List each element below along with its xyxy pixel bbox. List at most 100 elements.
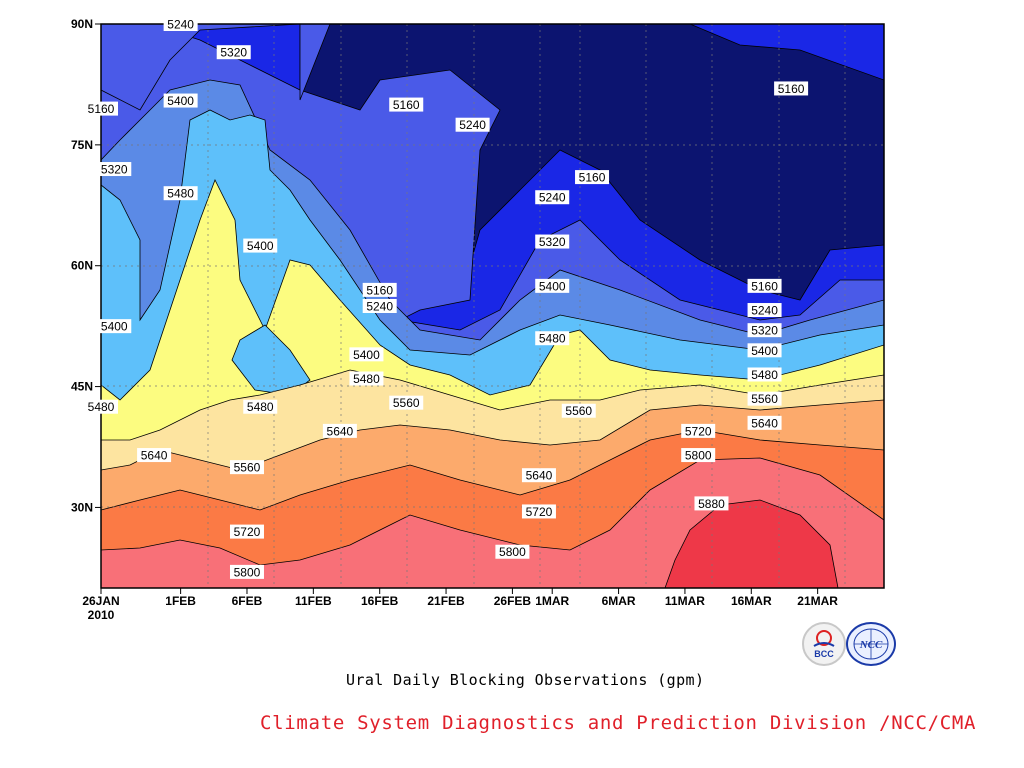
contour-label-text: 5240 [366,300,393,314]
ncc-logo: NCC [846,622,896,666]
contour-label-text: 5160 [778,82,805,96]
x-tick-label: 16FEB [361,594,399,608]
contour-label-text: 5160 [579,171,606,185]
contour-label-text: 5560 [751,392,778,406]
contour-label-5560: 5560 [229,460,264,475]
contour-label-text: 5400 [353,348,380,362]
x-tick-label: 11MAR [665,594,705,608]
contour-label-5720: 5720 [229,524,264,539]
contour-label-5480: 5480 [243,399,278,414]
contour-label-5320: 5320 [216,45,251,60]
contour-label-text: 5480 [247,400,274,414]
band-hole-5400 [231,324,311,396]
x-tick-label: 11FEB [295,594,332,608]
contour-label-5560: 5560 [747,391,782,406]
contour-label-5640: 5640 [137,448,172,463]
contour-label-text: 5240 [539,191,566,205]
x-tick-label: 21MAR [797,594,838,608]
contour-label-text: 5640 [751,416,778,430]
contour-label-text: 5320 [539,235,566,249]
contour-label-5160: 5160 [575,170,610,185]
band-upper-5160-5240 [689,24,884,81]
contour-label-text: 5320 [101,163,128,177]
y-tick-label: 45N [71,380,93,394]
contour-label-text: 5720 [234,525,261,539]
band-upper-5240 [101,24,331,111]
contour-label-text: 5560 [565,404,592,418]
x-tick-label: 1FEB [165,594,196,608]
contour-label-5160: 5160 [389,97,424,112]
contour-labels: 5240 5160 5320 5400 5160 5240 5160 5320 5480 5400… [84,17,809,579]
y-axis: 30N 45N 60N 75N 90N [71,17,101,514]
contour-label-text: 5800 [234,565,261,579]
contour-label-5240: 5240 [455,117,490,132]
contour-label-5480: 5480 [535,331,570,346]
contour-label-5160: 5160 [84,101,118,116]
contour-label-text: 5240 [459,118,486,132]
credit-line: Climate System Diagnostics and Predictio… [260,712,977,734]
x-axis: 26JAN 1FEB 6FEB 11FEB 16FEB 21FEB 26FEB 1MAR 6MA… [82,588,838,622]
contour-label-text: 5160 [393,98,420,112]
contour-label-5320: 5320 [747,323,782,338]
contour-label-5800: 5800 [495,544,530,559]
y-tick-label: 60N [71,259,93,273]
contour-label-5560: 5560 [561,403,596,418]
contour-label-text: 5480 [539,332,566,346]
contour-label-5400: 5400 [349,347,384,362]
contour-label-5240: 5240 [535,190,570,205]
contour-label-5240: 5240 [163,17,198,32]
bcc-logo: BCC [802,622,846,666]
x-tick-label: 6MAR [602,594,636,608]
contour-label-text: 5560 [234,461,261,475]
contour-label-text: 5560 [393,396,420,410]
contour-label-text: 5480 [751,368,778,382]
contour-label-5480: 5480 [84,399,118,414]
contour-label-5240: 5240 [362,299,397,314]
x-tick-label: 16MAR [731,594,772,608]
y-tick-label: 90N [71,17,93,31]
contour-label-5480: 5480 [747,367,782,382]
x-tick-label: 26FEB [494,594,532,608]
contour-label-text: 5640 [141,449,168,463]
x-tick-label: 21FEB [427,594,465,608]
plot-frame [100,23,885,589]
contour-label-5240: 5240 [747,303,782,318]
contour-label-text: 5400 [539,279,566,293]
contour-label-text: 5800 [685,449,712,463]
contour-label-text: 5160 [751,279,778,293]
contour-label-5400: 5400 [747,343,782,358]
contour-label-text: 5480 [167,187,194,201]
contour-label-5160: 5160 [747,278,782,293]
contour-label-5480: 5480 [163,186,198,201]
grid [101,24,884,588]
contour-label-text: 5800 [499,545,526,559]
contour-label-5640: 5640 [521,468,556,483]
contour-label-text: 5400 [751,344,778,358]
contour-label-text: 5720 [526,505,553,519]
contour-label-text: 5320 [220,46,247,60]
contour-label-text: 5640 [526,469,553,483]
contour-label-5400: 5400 [535,278,570,293]
contour-label-text: 5880 [698,497,725,511]
contour-label-5560: 5560 [389,395,424,410]
contour-label-text: 5400 [101,320,128,334]
contour-label-text: 5480 [88,400,115,414]
contour-label-text: 5400 [247,239,274,253]
chart-caption: Ural Daily Blocking Observations (gpm) [346,671,705,689]
x-tick-label: 6FEB [232,594,263,608]
contour-label-5640: 5640 [322,423,357,438]
contour-label-5320: 5320 [97,162,132,177]
contour-label-5160: 5160 [362,282,397,297]
contour-label-5400: 5400 [163,93,198,108]
contour-label-5160: 5160 [774,81,809,96]
contour-label-5400: 5400 [97,319,132,334]
contour-label-text: 5240 [751,304,778,318]
contour-label-text: 5320 [751,324,778,338]
contour-label-5480: 5480 [349,371,384,386]
band-above-5880 [664,499,839,588]
contour-label-text: 5480 [353,372,380,386]
contour-label-5880: 5880 [694,496,729,511]
contour-label-text: 5640 [327,424,354,438]
contour-label-text: 5400 [167,94,194,108]
